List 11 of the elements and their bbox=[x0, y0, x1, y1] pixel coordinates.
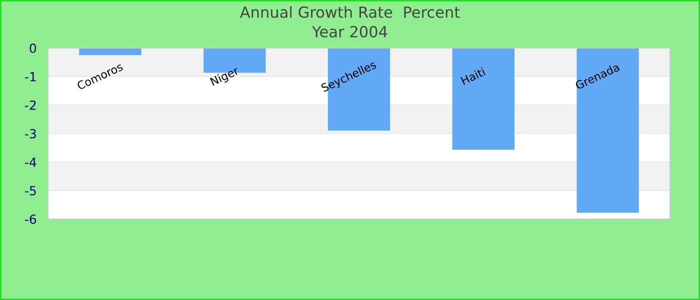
y-tick-label: -2 bbox=[25, 100, 36, 110]
y-tick-label: -3 bbox=[25, 128, 36, 138]
y-tick-label: -6 bbox=[25, 214, 36, 224]
chart-title: Annual Growth Rate Percent bbox=[240, 6, 460, 18]
y-tick-label: -1 bbox=[25, 72, 36, 82]
x-tick-label: Niger bbox=[210, 66, 240, 88]
y-tick-label: -5 bbox=[25, 186, 36, 196]
y-tick-label: 0 bbox=[30, 43, 36, 53]
y-tick-label: -4 bbox=[25, 158, 36, 167]
x-tick-label: Haiti bbox=[460, 67, 486, 85]
chart-subtitle: Year 2004 bbox=[312, 26, 388, 38]
